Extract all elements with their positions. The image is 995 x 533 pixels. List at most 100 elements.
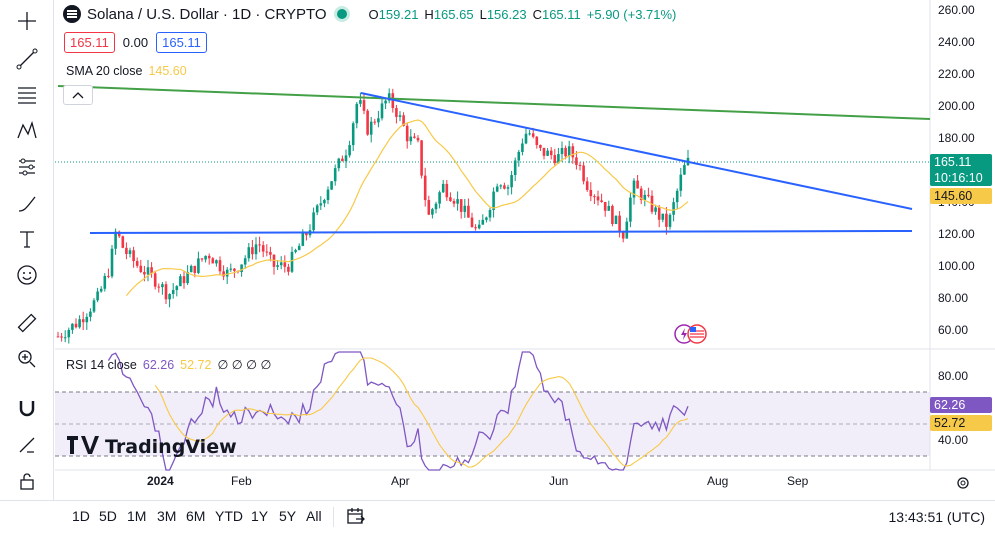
text-tool[interactable] xyxy=(8,224,46,254)
candle-body xyxy=(409,136,413,142)
candle-body xyxy=(546,150,549,156)
rsi-axis[interactable]: 80.00 40.00 xyxy=(938,369,968,447)
candle-body xyxy=(283,262,287,267)
range-5d[interactable]: 5D xyxy=(99,508,117,524)
candle-body xyxy=(143,272,146,275)
range-1y[interactable]: 1Y xyxy=(251,508,269,524)
event-icons[interactable] xyxy=(674,324,707,344)
price-tick-label: 200.00 xyxy=(938,99,975,113)
chart-canvas[interactable]: 260.00240.00220.00200.00180.00160.00140.… xyxy=(55,0,995,500)
candle-body xyxy=(305,233,308,236)
collapse-legend-button[interactable] xyxy=(63,85,93,105)
rsi-tick-label: 80.00 xyxy=(938,369,968,383)
buy-button[interactable]: 165.11 xyxy=(156,32,207,53)
descending-trendline[interactable] xyxy=(360,92,913,210)
close-value: 165.11 xyxy=(541,6,581,22)
candle-body xyxy=(359,100,362,104)
left-toolbar xyxy=(0,0,54,500)
lock-drawing-tool[interactable] xyxy=(8,430,46,460)
candle-body xyxy=(402,115,405,126)
candle-body xyxy=(233,268,236,271)
green-trendline[interactable] xyxy=(57,85,931,120)
bottom-divider xyxy=(333,507,334,527)
sma-line xyxy=(125,119,689,297)
candle-body xyxy=(71,323,74,330)
candle-body xyxy=(647,194,650,196)
range-3m[interactable]: 3M xyxy=(157,508,177,524)
clock[interactable]: 13:43:51 (UTC) xyxy=(888,509,985,525)
range-1d[interactable]: 1D xyxy=(72,508,90,524)
candle-body xyxy=(488,209,492,218)
support-trendline[interactable] xyxy=(89,230,913,234)
prediction-tool[interactable] xyxy=(8,152,46,182)
time-axis[interactable]: 2024 Feb Apr Jun Aug Sep xyxy=(147,474,809,488)
rsi-ma-line xyxy=(154,357,689,468)
candle-body xyxy=(243,258,247,265)
candle-body xyxy=(74,323,78,328)
sma-legend[interactable]: SMA 20 close 145.60 xyxy=(66,64,187,78)
candle-body xyxy=(459,199,463,212)
trend-line-tool[interactable] xyxy=(8,44,46,74)
candle-body xyxy=(63,337,67,339)
range-5y[interactable]: 5Y xyxy=(279,508,297,524)
candle-body xyxy=(301,233,305,246)
candle-body xyxy=(276,265,279,267)
range-ytd[interactable]: YTD xyxy=(215,508,243,524)
fib-tool[interactable] xyxy=(8,80,46,110)
candle-body xyxy=(85,316,89,323)
sma-value: 145.60 xyxy=(148,64,187,78)
candle-body xyxy=(575,157,578,165)
sell-button[interactable]: 165.11 xyxy=(64,32,115,53)
candle-body xyxy=(629,197,632,222)
tradingview-logo[interactable]: TradingView xyxy=(67,436,237,458)
change-value: +5.90 (+3.71%) xyxy=(586,6,677,22)
emoji-tool[interactable] xyxy=(8,260,46,290)
date-range-button[interactable] xyxy=(346,506,366,531)
symbol-title[interactable]: Solana / U.S. Dollar · 1D · CRYPTO xyxy=(87,5,327,23)
chart-area[interactable]: 260.00240.00220.00200.00180.00160.00140.… xyxy=(55,0,995,500)
candle-body xyxy=(625,221,629,239)
candle-body xyxy=(240,264,243,273)
candle-body xyxy=(204,255,207,260)
pattern-tool[interactable] xyxy=(8,116,46,146)
range-6m[interactable]: 6M xyxy=(186,508,206,524)
axis-settings-button[interactable] xyxy=(953,473,973,493)
candle-body xyxy=(639,188,643,201)
rsi-extras: ∅ ∅ ∅ ∅ xyxy=(217,358,272,372)
market-status-dot[interactable] xyxy=(336,9,347,19)
candle-body xyxy=(265,251,269,253)
candle-body xyxy=(535,136,539,146)
candle-body xyxy=(582,165,585,182)
logo-mark-icon xyxy=(67,436,99,454)
lock-drawing-icon xyxy=(19,437,35,453)
rsi-legend[interactable]: RSI 14 close 62.26 52.72 ∅ ∅ ∅ ∅ xyxy=(66,357,272,373)
candle-body xyxy=(654,207,657,212)
zoom-in-tool[interactable] xyxy=(8,344,46,374)
candle-body xyxy=(200,258,204,260)
candle-body xyxy=(348,145,351,156)
price-tick-label: 180.00 xyxy=(938,131,975,145)
candle-body xyxy=(355,103,359,124)
candle-body xyxy=(549,150,553,156)
candle-body xyxy=(431,209,434,215)
rsi-label: RSI 14 close xyxy=(66,357,137,372)
candle-body xyxy=(182,276,186,284)
trend-line-icon xyxy=(16,48,38,70)
ruler-tool[interactable] xyxy=(8,308,46,338)
candle-body xyxy=(495,186,499,192)
crosshair-tool[interactable] xyxy=(8,6,46,36)
countdown-tag: 10:16:10 xyxy=(930,170,992,186)
lock-tool[interactable] xyxy=(8,466,46,496)
candle-body xyxy=(665,213,668,227)
candle-body xyxy=(470,217,474,228)
close-label: C xyxy=(532,6,542,22)
range-1m[interactable]: 1M xyxy=(127,508,147,524)
candle-body xyxy=(179,276,182,287)
candle-body xyxy=(679,174,683,191)
lock-icon xyxy=(20,473,34,490)
candle-body xyxy=(121,236,125,248)
magnet-tool[interactable] xyxy=(8,394,46,424)
range-all[interactable]: All xyxy=(306,508,322,524)
brush-tool[interactable] xyxy=(8,188,46,218)
candle-body xyxy=(333,168,337,182)
